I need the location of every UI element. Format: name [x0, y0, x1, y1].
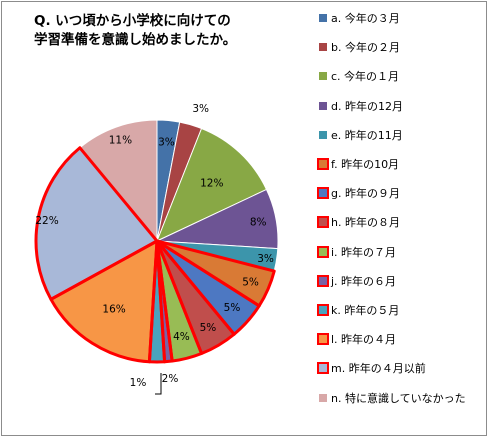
- legend-label: e. 昨年の11月: [331, 128, 403, 142]
- pie-slice-c: [156, 127, 268, 242]
- legend-swatch: [317, 187, 329, 200]
- legend-swatch: [317, 333, 329, 346]
- data-label-n: 11%: [109, 134, 132, 146]
- data-label-e: 3%: [257, 253, 274, 265]
- data-label-g: 5%: [224, 302, 241, 314]
- data-label-c: 12%: [200, 178, 223, 190]
- legend-swatch: [317, 362, 329, 375]
- leader-line-k: [155, 373, 162, 395]
- legend-swatch: [317, 245, 329, 258]
- data-label-j: 1%: [130, 377, 147, 389]
- legend-swatch: [319, 14, 327, 22]
- legend-swatch: [319, 130, 327, 139]
- title-line-1: Q. いつ頃から小学校に向けての: [34, 13, 231, 29]
- chart-title: Q. いつ頃から小学校に向けての 学習準備を意識し始めましたか。: [34, 12, 304, 50]
- legend-label: f. 昨年の10月: [331, 158, 400, 171]
- legend-swatch: [317, 304, 329, 316]
- data-label-b: 3%: [192, 103, 209, 115]
- legend-label: a. 今年の３月: [331, 12, 400, 25]
- slice-highlight-outline: [34, 146, 159, 301]
- legend-label: l. 昨年の４月: [331, 333, 397, 347]
- legend-label: b. 今年の２月: [331, 41, 400, 55]
- data-label-k: 2%: [162, 373, 179, 385]
- legend-label: i. 昨年の７月: [331, 245, 397, 259]
- data-label-d: 8%: [250, 217, 267, 229]
- legend-label: m. 昨年の４月以前: [331, 362, 426, 376]
- legend-label: n. 特に意識していなかった: [331, 391, 466, 405]
- legend-swatch: [319, 101, 327, 110]
- data-label-h: 5%: [200, 322, 217, 334]
- legend-label: d. 昨年の12月: [331, 99, 403, 113]
- legend-label: c. 今年の１月: [331, 70, 400, 84]
- legend-label: g. 昨年の９月: [331, 187, 400, 201]
- legend-swatch: [319, 72, 327, 81]
- title-line-2: 学習準備を意識し始めましたか。: [34, 32, 237, 48]
- legend-swatch: [317, 274, 329, 287]
- slice-highlight-outline: [49, 239, 159, 364]
- data-label-f: 5%: [242, 277, 259, 289]
- data-label-a: 3%: [158, 136, 175, 148]
- legend-swatch: [319, 393, 327, 402]
- legend-label: k. 昨年の５月: [331, 304, 400, 317]
- pie-slice-n: [79, 119, 158, 243]
- legend-label: h. 昨年の８月: [331, 216, 400, 230]
- data-label-l: 16%: [102, 304, 125, 316]
- legend-swatch: [319, 43, 327, 52]
- data-label-i: 4%: [173, 331, 190, 343]
- legend-swatch: [317, 158, 329, 170]
- data-label-m: 22%: [35, 215, 58, 227]
- legend-swatch: [317, 216, 329, 229]
- legend-label: j. 昨年の６月: [331, 274, 397, 288]
